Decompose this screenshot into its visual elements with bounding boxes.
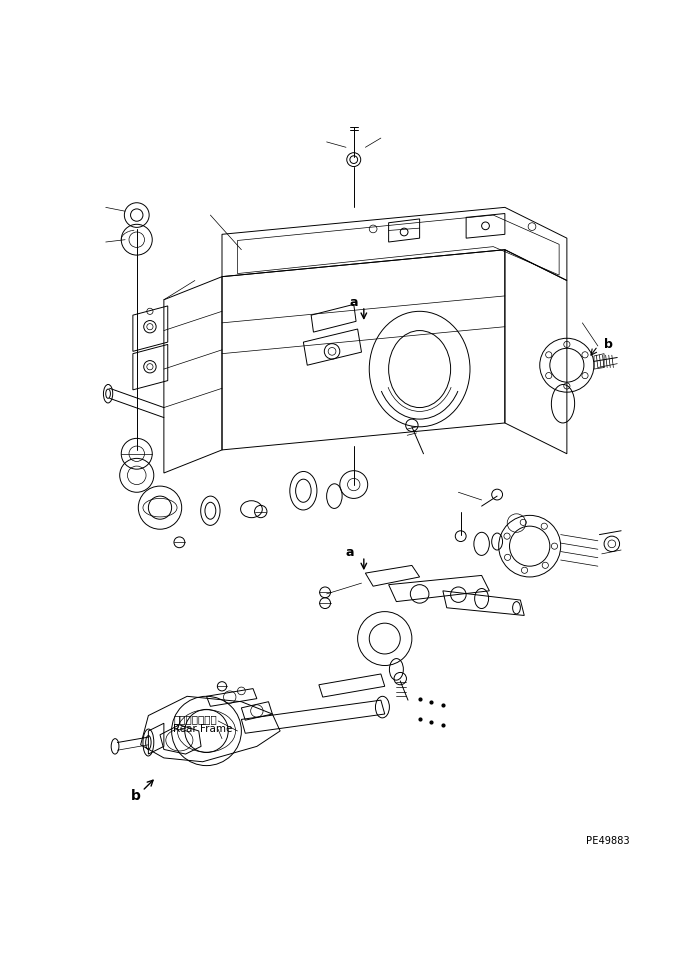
Text: a: a bbox=[346, 546, 354, 559]
Text: a: a bbox=[350, 296, 359, 308]
Text: リヤーフレーム: リヤーフレーム bbox=[173, 715, 217, 724]
Text: b: b bbox=[604, 338, 613, 351]
Text: PE49883: PE49883 bbox=[586, 836, 630, 846]
Text: b: b bbox=[131, 789, 141, 804]
Text: Rear Frame: Rear Frame bbox=[173, 724, 233, 735]
